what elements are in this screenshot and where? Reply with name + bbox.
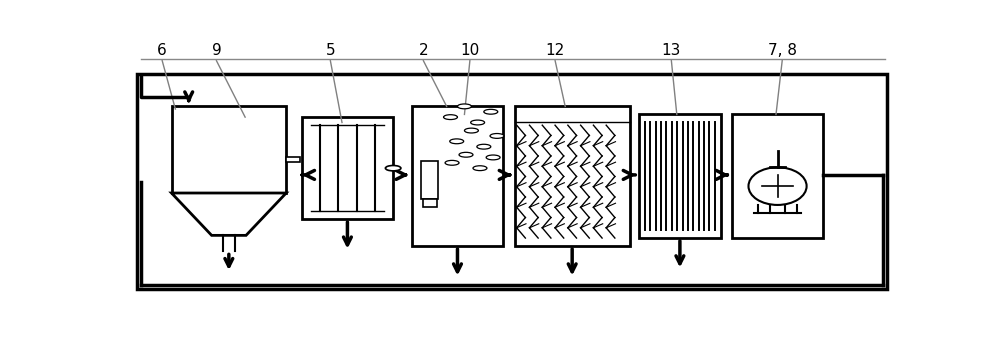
Circle shape [444,115,457,120]
Bar [172,106,286,193]
Circle shape [445,161,459,165]
Circle shape [484,109,498,114]
Bar [286,157,300,162]
Text: 7, 8: 7, 8 [768,43,797,58]
Circle shape [464,128,478,133]
Text: 13: 13 [662,43,681,58]
Circle shape [477,144,491,149]
Bar [302,117,393,219]
Circle shape [486,155,500,160]
Text: 9: 9 [212,43,221,58]
Ellipse shape [748,167,807,205]
Bar [412,106,503,246]
Text: 5: 5 [326,43,335,58]
Circle shape [490,134,504,138]
Circle shape [385,165,401,171]
Circle shape [473,166,487,171]
Text: 6: 6 [157,43,167,58]
Bar [515,106,630,246]
Polygon shape [172,193,286,235]
Circle shape [450,139,464,144]
Bar [732,114,823,238]
Text: 2: 2 [419,43,428,58]
Bar [421,161,438,199]
Circle shape [471,120,485,125]
Text: 10: 10 [460,43,480,58]
Circle shape [459,152,473,157]
Text: 12: 12 [546,43,565,58]
Bar [639,114,721,238]
Bar [137,74,887,289]
Bar [423,199,437,207]
Circle shape [457,104,471,109]
